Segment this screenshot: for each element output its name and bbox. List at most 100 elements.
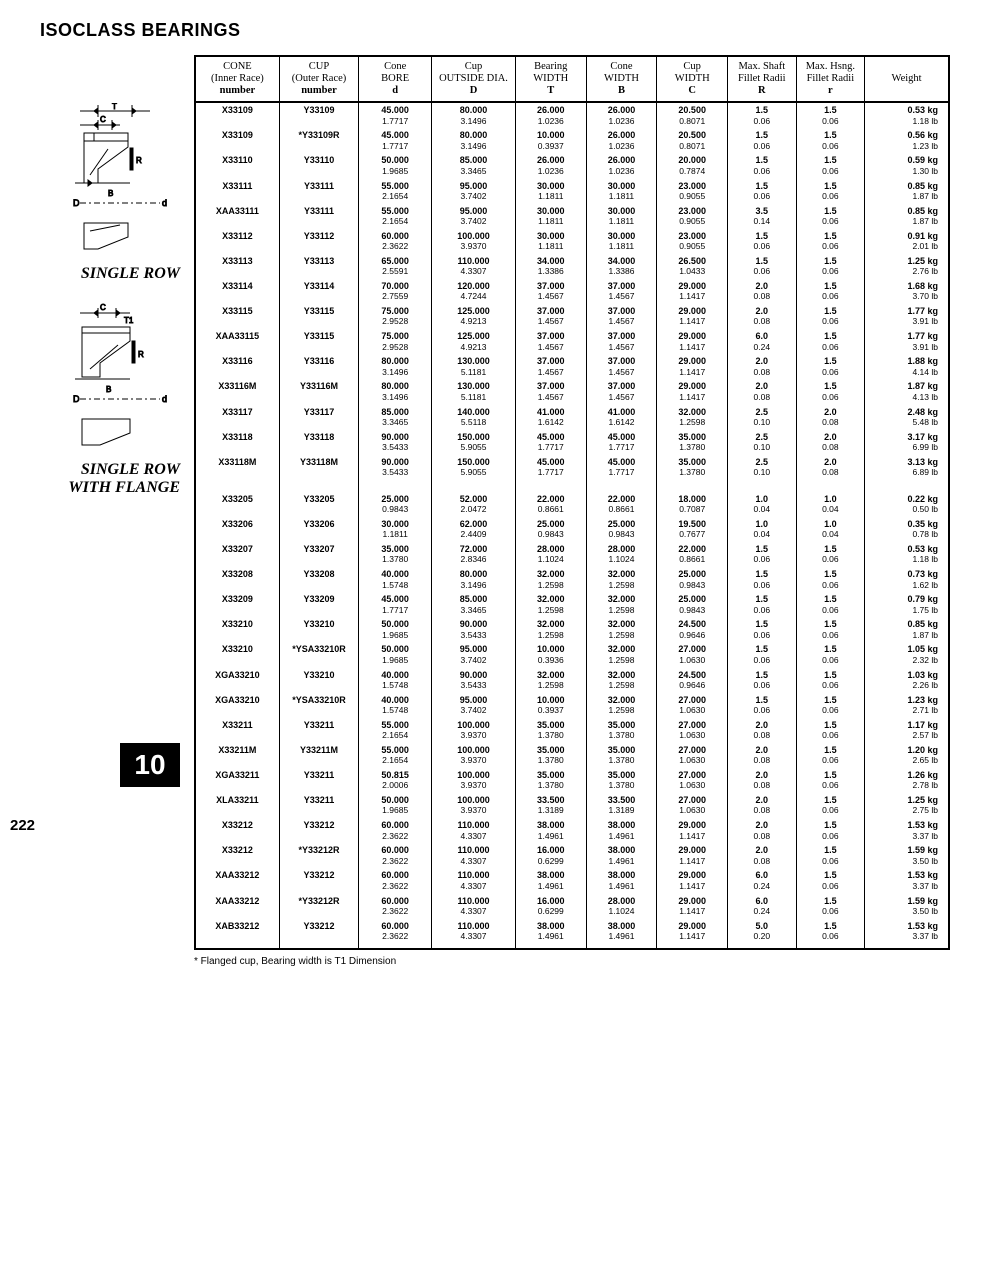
table-row: X33212*Y33212R60.0002.3622110.0004.33071… xyxy=(195,843,949,868)
cell: 55.0002.1654 xyxy=(359,743,432,768)
page-number: 222 xyxy=(10,817,35,834)
cell: 52.0002.0472 xyxy=(432,480,516,517)
cell: 35.0001.3780 xyxy=(359,542,432,567)
cell: 27.0001.0630 xyxy=(657,693,728,718)
cell: 29.0001.1417 xyxy=(657,818,728,843)
cell: 80.0003.1496 xyxy=(432,128,516,153)
cell: *Y33109R xyxy=(279,128,358,153)
cell: 65.0002.5591 xyxy=(359,254,432,279)
table-row: X33210*YSA33210R50.0001.968595.0003.7402… xyxy=(195,642,949,667)
cell: 1.50.06 xyxy=(728,592,797,617)
cell: 22.0000.8661 xyxy=(515,480,586,517)
cell: XLA33211 xyxy=(195,793,279,818)
cell: 1.50.06 xyxy=(796,279,865,304)
svg-text:T1: T1 xyxy=(124,316,134,325)
cell: X33212 xyxy=(195,843,279,868)
table-row: XGA33210*YSA33210R40.0001.574895.0003.74… xyxy=(195,693,949,718)
cell: 27.0001.0630 xyxy=(657,743,728,768)
cell: X33206 xyxy=(195,517,279,542)
cell: 1.50.06 xyxy=(728,668,797,693)
cell: 30.0001.1811 xyxy=(586,204,657,229)
cell: 38.0001.4961 xyxy=(515,919,586,949)
cell: 1.88 kg4.14 lb xyxy=(865,354,949,379)
cell: 1.00.04 xyxy=(728,480,797,517)
cell: 38.0001.4961 xyxy=(586,919,657,949)
cell: 1.50.06 xyxy=(796,179,865,204)
cell: 2.00.08 xyxy=(728,768,797,793)
table-row: X33115Y3311575.0002.9528125.0004.921337.… xyxy=(195,304,949,329)
cell: 30.0001.1811 xyxy=(515,229,586,254)
cell: Y33116 xyxy=(279,354,358,379)
cell: 26.5001.0433 xyxy=(657,254,728,279)
cell: 100.0003.9370 xyxy=(432,768,516,793)
cell: Y33114 xyxy=(279,279,358,304)
cell: 10.0000.3937 xyxy=(515,128,586,153)
cell: 95.0003.7402 xyxy=(432,642,516,667)
cell: 26.0001.0236 xyxy=(586,102,657,128)
col-header: ConeBOREd xyxy=(359,56,432,102)
cell: XAB33212 xyxy=(195,919,279,949)
cell: 60.0002.3622 xyxy=(359,919,432,949)
table-row: X33113Y3311365.0002.5591110.0004.330734.… xyxy=(195,254,949,279)
cell: XAA33212 xyxy=(195,868,279,893)
cell: Y33212 xyxy=(279,868,358,893)
cell: 35.0001.3780 xyxy=(657,430,728,455)
table-row: X33211MY33211M55.0002.1654100.0003.93703… xyxy=(195,743,949,768)
table-row: X33209Y3320945.0001.771785.0003.346532.0… xyxy=(195,592,949,617)
cell: 0.85 kg1.87 lb xyxy=(865,179,949,204)
cell: 0.56 kg1.23 lb xyxy=(865,128,949,153)
cell: 50.0001.9685 xyxy=(359,153,432,178)
cell: 38.0001.4961 xyxy=(515,868,586,893)
cell: 85.0003.3465 xyxy=(432,153,516,178)
cell: 95.0003.7402 xyxy=(432,204,516,229)
cell: *YSA33210R xyxy=(279,642,358,667)
cell: 32.0001.2598 xyxy=(586,617,657,642)
cell: 120.0004.7244 xyxy=(432,279,516,304)
svg-text:C: C xyxy=(100,115,106,124)
cell: 35.0001.3780 xyxy=(515,718,586,743)
cell: Y33110 xyxy=(279,153,358,178)
cell: 90.0003.5433 xyxy=(432,668,516,693)
cell: 6.00.24 xyxy=(728,894,797,919)
cell: 23.0000.9055 xyxy=(657,179,728,204)
svg-text:T: T xyxy=(112,103,117,111)
cell: 1.50.06 xyxy=(796,617,865,642)
cell: 38.0001.4961 xyxy=(586,868,657,893)
cell: 2.00.08 xyxy=(796,455,865,480)
cell: 0.35 kg0.78 lb xyxy=(865,517,949,542)
cell: 27.0001.0630 xyxy=(657,642,728,667)
cell: 1.50.06 xyxy=(796,254,865,279)
cell: 1.50.06 xyxy=(796,818,865,843)
cell: 75.0002.9528 xyxy=(359,329,432,354)
cell: 10.0000.3936 xyxy=(515,642,586,667)
cell: 29.0001.1417 xyxy=(657,329,728,354)
footnote: * Flanged cup, Bearing width is T1 Dimen… xyxy=(194,956,950,967)
cell: 18.0000.7087 xyxy=(657,480,728,517)
cell: 25.0000.9843 xyxy=(586,517,657,542)
cell: 35.0001.3780 xyxy=(586,743,657,768)
cell: X33114 xyxy=(195,279,279,304)
cell: XAA33111 xyxy=(195,204,279,229)
cell: 35.0001.3780 xyxy=(515,743,586,768)
cell: 95.0003.7402 xyxy=(432,179,516,204)
cell: 6.00.24 xyxy=(728,868,797,893)
cell: 16.0000.6299 xyxy=(515,843,586,868)
cell: 1.50.06 xyxy=(796,868,865,893)
table-row: XAA33212Y3321260.0002.3622110.0004.33073… xyxy=(195,868,949,893)
cell: 90.0003.5433 xyxy=(432,617,516,642)
cell: 1.59 kg3.50 lb xyxy=(865,894,949,919)
cell: X33210 xyxy=(195,617,279,642)
svg-text:d: d xyxy=(162,394,167,404)
cell: 24.5000.9646 xyxy=(657,668,728,693)
cell: X33109 xyxy=(195,102,279,128)
table-row: XLA33211Y3321150.0001.9685100.0003.93703… xyxy=(195,793,949,818)
cell: 29.0001.1417 xyxy=(657,843,728,868)
cell: Y33111 xyxy=(279,204,358,229)
table-row: X33118MY33118M90.0003.5433150.0005.90554… xyxy=(195,455,949,480)
sidebar: T C R B Dd SINGLE ROW C T1 R B Dd SINGLE… xyxy=(40,55,180,834)
cell: X33209 xyxy=(195,592,279,617)
cell: X33205 xyxy=(195,480,279,517)
cell: 33.5001.3189 xyxy=(586,793,657,818)
cell: X33210 xyxy=(195,642,279,667)
cell: 38.0001.4961 xyxy=(586,843,657,868)
